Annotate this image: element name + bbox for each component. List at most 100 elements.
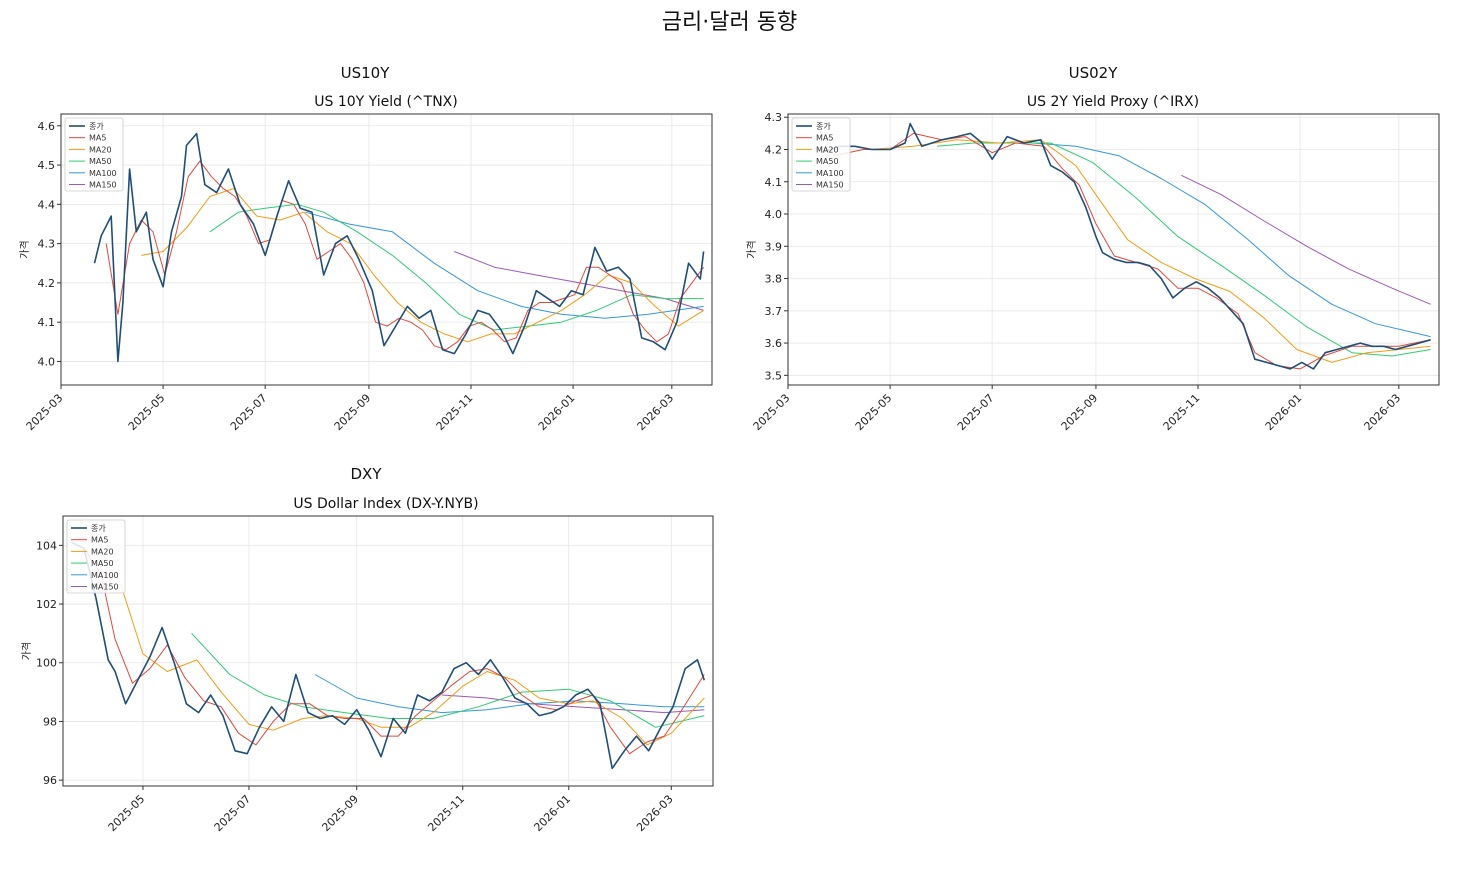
x-tick-label: 2025-11: [1161, 391, 1203, 433]
chart-panel-us10y: US10Y US 10Y Yield (^TNX) 2025-03 2025-05…: [0, 0, 730, 450]
x-tick-label: 2025-11: [425, 792, 467, 834]
legend-label: 종가: [89, 122, 104, 131]
chart-title: US 10Y Yield (^TNX): [314, 94, 458, 110]
series-line-ma20: [141, 188, 704, 343]
series-line-ma100: [1032, 142, 1431, 338]
x-tick-label: 2025-03: [751, 391, 793, 433]
y-tick-label: 4.2: [38, 277, 56, 290]
y-axis-label: 가격: [745, 240, 758, 258]
plot-frame: [60, 113, 713, 386]
series-line-close: [821, 122, 1431, 370]
x-tick-label: 2025-07: [955, 391, 997, 433]
x-tick-label: 2025-07: [212, 792, 254, 834]
series-line-ma5: [83, 548, 705, 755]
chart-title: US 2Y Yield Proxy (^IRX): [1026, 94, 1200, 110]
series-line-ma20: [119, 583, 705, 746]
x-tick-label: 2025-09: [319, 792, 361, 834]
series-line-ma20: [868, 139, 1431, 363]
y-tick-label: 3.6: [765, 337, 783, 350]
legend-label: MA50: [89, 157, 112, 166]
plot-frame: [62, 515, 714, 787]
series-line-ma50: [191, 633, 705, 728]
x-tick-label: 2025-09: [332, 391, 374, 433]
y-axis-label: 가격: [20, 642, 33, 660]
chart-svg: 2025-05 2025-07 2025-09 2025-11 2026-01 2026-…: [20, 515, 714, 834]
chart-panel-us02y: US02Y US 2Y Yield Proxy (^IRX) 2025-03 20…: [729, 0, 1459, 450]
x-tick-label: 2026-03: [635, 391, 677, 433]
y-tick-label: 100: [36, 657, 57, 670]
x-tick-label: 2026-03: [634, 792, 676, 834]
series-line-ma100: [305, 211, 704, 319]
legend-label: MA20: [91, 547, 114, 556]
series-group: [93, 132, 705, 363]
legend-label: MA5: [816, 134, 833, 143]
x-tick-label: 2025-05: [106, 792, 148, 834]
chart-svg: 2025-03 2025-05 2025-07 2025-09 2025-11 2026-…: [745, 111, 1440, 433]
y-tick-label: 4.6: [38, 120, 56, 133]
y-tick-label: 4.2: [765, 143, 783, 156]
y-tick-label: 3.8: [765, 273, 783, 286]
series-line-ma50: [936, 142, 1431, 357]
x-tick-label: 2025-09: [1059, 391, 1101, 433]
x-tick-label: 2025-07: [228, 391, 270, 433]
y-tick-label: 3.9: [765, 240, 783, 253]
series-line-close: [71, 541, 706, 770]
series-line-ma150: [454, 251, 704, 311]
x-tick-label: 2025-03: [24, 391, 66, 433]
chart-panel-dxy: DXY US Dollar Index (DX-Y.NYB) 2025-05 20…: [0, 440, 730, 880]
x-tick-label: 2025-05: [126, 391, 168, 433]
series-line-ma150: [441, 694, 705, 714]
legend-label: 종가: [91, 524, 106, 533]
legend-label: MA150: [89, 181, 117, 190]
legend-label: 종가: [816, 122, 831, 131]
series-line-ma5: [105, 160, 705, 351]
legend-label: MA20: [89, 145, 112, 154]
series-line-ma5: [833, 132, 1431, 370]
legend-label: MA150: [91, 583, 119, 592]
y-tick-label: 4.0: [38, 355, 56, 368]
y-tick-label: 4.1: [765, 176, 783, 189]
legend-label: MA5: [89, 134, 106, 143]
chart-title: US Dollar Index (DX-Y.NYB): [293, 496, 479, 512]
figure-title: 금리·달러 동향: [661, 10, 798, 35]
legend-label: MA5: [91, 536, 108, 545]
series-line-ma50: [209, 203, 704, 331]
legend-label: MA50: [91, 559, 114, 568]
plot-frame: [787, 113, 1440, 386]
y-axis-label: 가격: [18, 240, 31, 258]
series-line-ma150: [1181, 174, 1431, 305]
y-tick-label: 4.0: [765, 208, 783, 221]
series-group: [821, 122, 1431, 370]
y-tick-label: 98: [43, 715, 57, 728]
legend: 종가 MA5 MA20 MA50 MA100 MA150: [791, 117, 851, 192]
y-tick-label: 104: [36, 539, 57, 552]
panel-title: US02Y: [1068, 64, 1118, 82]
x-tick-label: 2025-05: [853, 391, 895, 433]
y-tick-label: 3.7: [765, 305, 783, 318]
y-tick-label: 96: [43, 774, 57, 787]
y-tick-label: 4.3: [765, 111, 783, 124]
series-group: [71, 541, 706, 770]
panel-title: DXY: [350, 465, 382, 483]
legend-label: MA150: [816, 181, 844, 190]
grid: [63, 516, 713, 786]
y-tick-label: 4.5: [38, 159, 56, 172]
legend-label: MA100: [89, 169, 117, 178]
legend-label: MA100: [91, 571, 119, 580]
series-line-ma100: [314, 674, 705, 714]
legend-label: MA100: [816, 169, 844, 178]
y-tick-label: 102: [36, 598, 57, 611]
y-tick-label: 4.1: [38, 316, 56, 329]
x-tick-label: 2025-11: [434, 391, 476, 433]
x-tick-label: 2026-01: [531, 792, 573, 834]
chart-svg: 2025-03 2025-05 2025-07 2025-09 2025-11 2026-…: [18, 113, 713, 433]
legend-label: MA50: [816, 157, 839, 166]
x-tick-label: 2026-03: [1362, 391, 1404, 433]
legend: 종가 MA5 MA20 MA50 MA100 MA150: [64, 117, 124, 192]
panel-title: US10Y: [340, 64, 390, 82]
x-tick-label: 2026-01: [1263, 391, 1305, 433]
grid: [60, 114, 712, 385]
y-tick-label: 3.5: [765, 369, 783, 382]
y-tick-label: 4.3: [38, 238, 56, 251]
series-line-close: [93, 132, 705, 363]
